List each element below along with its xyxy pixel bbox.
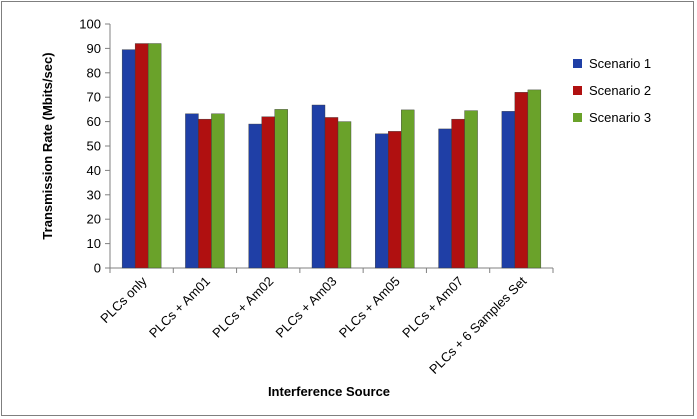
bar-scenario-2 xyxy=(451,118,465,269)
bar-scenario-3 xyxy=(337,121,352,269)
y-tick-label: 100 xyxy=(79,17,101,32)
y-tick-label: 90 xyxy=(87,41,101,56)
bar-scenario-3 xyxy=(401,109,415,269)
y-tick-label: 0 xyxy=(94,261,101,276)
bars xyxy=(121,43,542,269)
y-tick-label: 20 xyxy=(87,212,101,227)
bar-scenario-3 xyxy=(211,113,225,269)
y-tick-label: 70 xyxy=(87,90,101,105)
legend-swatch xyxy=(573,59,582,68)
bar-scenario-1 xyxy=(248,123,262,269)
legend-swatch xyxy=(573,113,582,122)
x-tick-label: PLCs + Am05 xyxy=(336,274,403,341)
x-tick-label: PLCs only xyxy=(97,273,150,326)
bar-scenario-3 xyxy=(147,43,162,269)
y-tick-label: 60 xyxy=(87,114,101,129)
x-axis-title: Interference Source xyxy=(268,384,390,399)
bar-scenario-3 xyxy=(527,89,542,269)
legend-label: Scenario 1 xyxy=(589,56,651,71)
bar-scenario-2 xyxy=(134,43,149,269)
y-axis-ticks: 0 10 20 30 40 50 60 70 80 90 100 xyxy=(79,17,110,276)
bar-scenario-2 xyxy=(261,116,275,269)
x-tick-label: PLCs + Am03 xyxy=(273,274,340,341)
bar-scenario-1 xyxy=(375,133,389,269)
y-tick-label: 40 xyxy=(87,163,101,178)
bar-scenario-1 xyxy=(311,104,326,269)
legend-label: Scenario 3 xyxy=(589,110,651,125)
bar-scenario-2 xyxy=(198,118,212,269)
y-tick-label: 50 xyxy=(87,139,101,154)
bar-scenario-1 xyxy=(501,111,516,269)
bar-scenario-1 xyxy=(438,128,452,269)
bar-scenario-3 xyxy=(274,109,288,269)
legend: Scenario 1 Scenario 2 Scenario 3 xyxy=(573,56,651,125)
y-tick-label: 10 xyxy=(87,236,101,251)
x-tick-label: PLCs + Am01 xyxy=(146,274,213,341)
bar-scenario-1 xyxy=(121,49,136,269)
legend-swatch xyxy=(573,86,582,95)
legend-label: Scenario 2 xyxy=(589,83,651,98)
bar-scenario-3 xyxy=(464,110,478,269)
y-tick-label: 80 xyxy=(87,65,101,80)
y-tick-label: 30 xyxy=(87,187,101,202)
bar-scenario-2 xyxy=(324,117,339,269)
bar-scenario-1 xyxy=(185,113,199,269)
x-tick-label: PLCs + Am02 xyxy=(209,274,276,341)
y-axis-title: Transmission Rate (Mbits/sec) xyxy=(40,52,55,239)
bar-scenario-2 xyxy=(514,92,529,269)
x-tick-label: PLCs + Am07 xyxy=(399,274,466,341)
bar-scenario-2 xyxy=(388,131,402,269)
